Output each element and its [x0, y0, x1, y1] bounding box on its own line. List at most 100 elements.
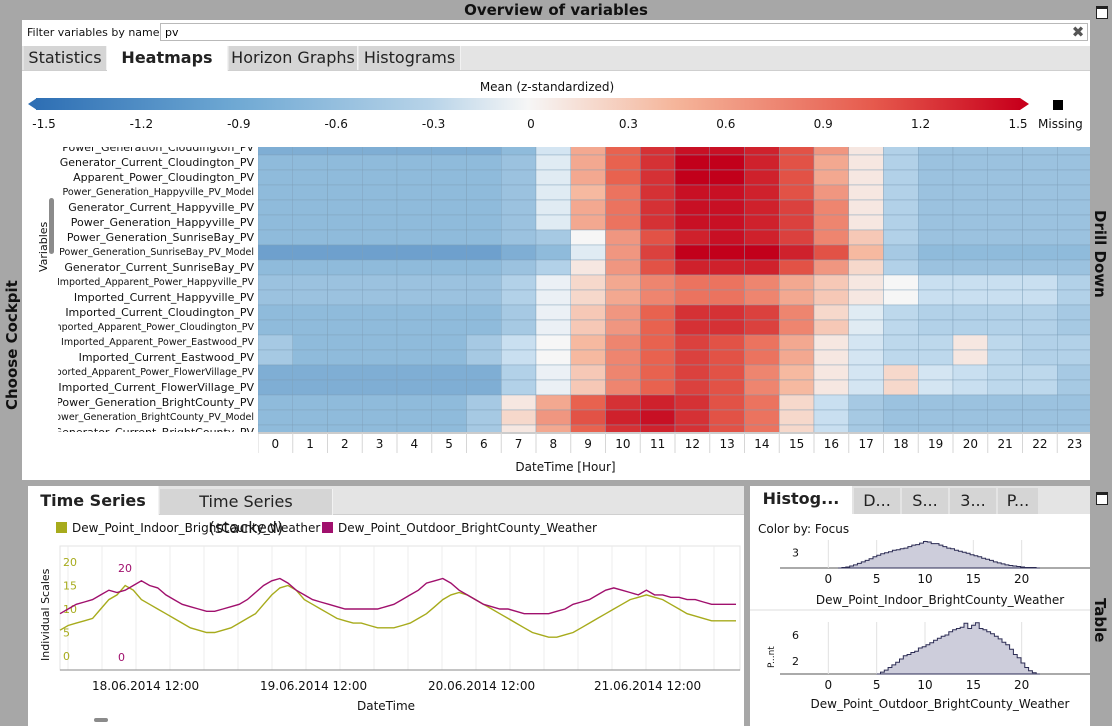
heatmap-cell: [744, 147, 780, 156]
tab-d[interactable]: D...: [854, 488, 900, 514]
heatmap-cell: [431, 364, 467, 381]
choose-cockpit-toggle[interactable]: Choose Cockpit: [3, 280, 21, 410]
tab-p[interactable]: P...: [998, 488, 1038, 514]
tab-horizon-graphs[interactable]: Horizon Graphs: [229, 46, 358, 70]
tab-histogram[interactable]: Histog...: [750, 486, 852, 514]
heatmap-cell: [1022, 214, 1058, 231]
heatmap-cell: [779, 364, 815, 381]
heatmap-cell: [1022, 394, 1058, 411]
tab-statistics[interactable]: Statistics: [24, 46, 107, 70]
tab-heatmaps[interactable]: Heatmaps: [107, 46, 228, 71]
heatmap-cell: [674, 424, 710, 432]
heatmap-row-label[interactable]: Power_Generation_SunriseBay_PV: [66, 231, 254, 244]
heatmap-row-label[interactable]: Imported_Current_FlowerVillage_PV: [58, 381, 254, 394]
heatmap-cell: [292, 409, 328, 426]
heatmap-cell: [327, 334, 363, 351]
heatmap-row-label[interactable]: Generator_Current_Cloudington_PV: [59, 156, 254, 169]
heatmap-row-label[interactable]: Generator_Current_SunriseBay_PV: [64, 261, 254, 274]
heatmap-cell: [1057, 349, 1090, 366]
heatmap-row-label[interactable]: Power_Generation_Happyville_PV_Model: [62, 187, 254, 198]
heatmap-cell: [918, 147, 954, 156]
heatmap-x-tick: 19: [928, 437, 943, 451]
heatmap-cell: [431, 244, 467, 261]
heatmap-cell: [466, 214, 502, 231]
heatmap-cell: [258, 214, 293, 231]
heatmap-row-label[interactable]: Power_Generation_Happyville_PV: [70, 216, 254, 229]
heatmap-cell: [292, 214, 328, 231]
heatmap-row-label[interactable]: Power_Generation_BrightCounty_PV: [58, 396, 254, 409]
heatmap-cell: [952, 147, 988, 156]
heatmap-cell: [1057, 229, 1090, 246]
heatmap-cell: [709, 229, 745, 246]
heatmap-cell: [779, 229, 815, 246]
hist-bars-2: [876, 622, 1040, 675]
heatmap-row-label[interactable]: Imported_Apparent_Power_Happyville_PV: [58, 277, 254, 288]
heatmap-cell: [431, 409, 467, 426]
drill-down-toggle[interactable]: Drill Down: [1091, 210, 1109, 298]
heatmap-cell: [709, 289, 745, 306]
heatmap-cell: [883, 304, 919, 321]
heatmap-row-label[interactable]: Imported_Current_Happyville_PV: [73, 291, 254, 304]
heatmap-row-label[interactable]: Generator_Current_Happyville_PV: [68, 201, 254, 214]
heatmap-cell: [362, 334, 398, 351]
heatmap-cell: [327, 259, 363, 276]
heatmap-cell: [258, 259, 293, 276]
heatmap-cell: [1022, 334, 1058, 351]
heatmap-cell: [258, 184, 293, 201]
heatmap-cell: [883, 364, 919, 381]
heatmap-cell: [987, 334, 1023, 351]
heatmap-row-label[interactable]: Imported_Current_Eastwood_PV: [78, 351, 254, 364]
heatmap-scrollbar[interactable]: [49, 198, 54, 254]
heatmap-cell: [362, 214, 398, 231]
heatmap-cell: [744, 199, 780, 216]
heatmap-row-label[interactable]: Power_Generation_Cloudington_PV: [62, 147, 254, 154]
heatmap-cell: [779, 259, 815, 276]
heatmap-cell: [605, 274, 641, 291]
table-toggle[interactable]: Table: [1091, 598, 1109, 643]
legend-item-outdoor[interactable]: Dew_Point_Outdoor_BrightCounty_Weather: [322, 521, 597, 535]
heatmap-row-label[interactable]: Generator_Current_BrightCounty_PV: [58, 425, 254, 432]
heatmap-cell: [744, 349, 780, 366]
filter-input[interactable]: [160, 23, 1088, 41]
heatmap-row-label[interactable]: Imported_Current_Cloudington_PV: [65, 306, 254, 319]
heatmap-cell: [570, 409, 606, 426]
heatmap-cell: [674, 184, 710, 201]
heatmap-row-label[interactable]: Imported_Apparent_Power_FlowerVillage_PV: [58, 367, 254, 378]
tab-3[interactable]: 3...: [950, 488, 996, 514]
maximize-bottom-icon[interactable]: [1096, 492, 1108, 505]
heatmap-cell: [813, 244, 849, 261]
heatmap-cell: [674, 289, 710, 306]
heatmap-row-label[interactable]: Imported_Apparent_Power_Eastwood_PV: [61, 337, 254, 348]
heatmap-cell: [362, 394, 398, 411]
legend-item-indoor[interactable]: Dew_Point_Indoor_BrightCounty_Weather: [56, 521, 320, 535]
tab-histograms[interactable]: Histograms: [359, 46, 461, 70]
heatmap-row-label[interactable]: Apparent_Power_Cloudington_PV: [73, 171, 254, 184]
heatmap-cell: [570, 349, 606, 366]
heatmap-cell: [1057, 259, 1090, 276]
heatmap-row-label[interactable]: Power_Generation_BrightCounty_PV_Model: [58, 412, 254, 423]
heatmap-cell: [431, 334, 467, 351]
heatmap-cell: [744, 409, 780, 426]
heatmap-cell: [952, 184, 988, 201]
heatmap-cell: [396, 424, 432, 432]
maximize-top-icon[interactable]: [1096, 6, 1108, 19]
heatmap-cell: [987, 274, 1023, 291]
heatmap-cell: [640, 304, 676, 321]
heatmap-cell: [1022, 244, 1058, 261]
tab-s[interactable]: S...: [902, 488, 948, 514]
colorbar-tick: 0: [527, 117, 535, 131]
hist-y-tick: 6: [792, 629, 799, 642]
tab-time-series-stacked[interactable]: Time Series (stacked): [160, 489, 333, 537]
heatmap-cell: [1057, 147, 1090, 156]
clear-filter-icon[interactable]: ✖: [1071, 23, 1085, 41]
heatmap-cell: [640, 349, 676, 366]
heatmap-cell: [570, 154, 606, 171]
heatmap-cell: [292, 289, 328, 306]
tab-time-series[interactable]: Time Series: [28, 486, 159, 515]
time-series-scrollbar[interactable]: [94, 718, 108, 722]
heatmap-cell: [605, 349, 641, 366]
heatmap-row-label[interactable]: Power_Generation_SunriseBay_PV_Model: [59, 247, 254, 258]
heatmap-row-label[interactable]: Imported_Apparent_Power_Cloudington_PV: [58, 322, 254, 333]
heatmap-cell: [848, 289, 884, 306]
